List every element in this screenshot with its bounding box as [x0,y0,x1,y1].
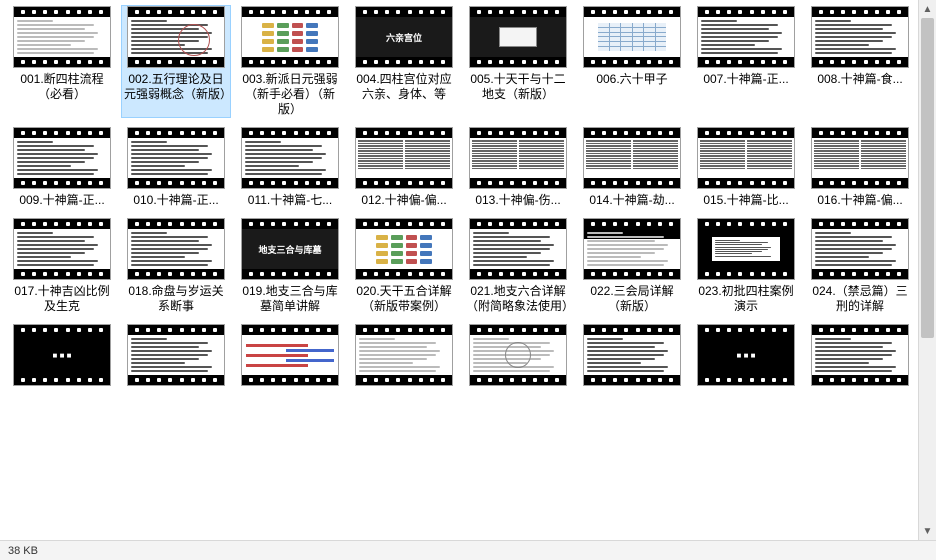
file-label: 019.地支三合与库墓简单讲解 [238,284,342,314]
file-label: 002.五行理论及日元强弱概念（新版） [124,72,228,102]
file-item[interactable]: 024.（禁忌篇）三刑的详解 [806,218,914,314]
video-thumbnail[interactable] [241,6,339,68]
file-item[interactable]: 017.十神吉凶比例及生克 [8,218,116,314]
video-thumbnail[interactable] [583,6,681,68]
file-label: 012.十神偏-偏... [352,193,456,208]
video-thumbnail[interactable]: ■ ■ ■ [697,324,795,386]
file-label: 024.（禁忌篇）三刑的详解 [808,284,912,314]
video-thumbnail[interactable] [697,127,795,189]
file-item[interactable] [236,324,344,390]
file-label: 014.十神篇-劫... [580,193,684,208]
scroll-thumb[interactable] [921,18,934,338]
file-label: 001.断四柱流程（必看） [10,72,114,102]
video-thumbnail[interactable] [811,218,909,280]
file-label: 022.三会局详解（新版） [580,284,684,314]
file-item[interactable]: 016.十神篇-偏... [806,127,914,208]
scroll-track[interactable] [919,18,936,522]
file-item[interactable] [578,324,686,390]
file-item[interactable]: 六亲宫位 004.四柱宫位对应六亲、身体、等 [350,6,458,117]
vertical-scrollbar[interactable]: ▲ ▼ [918,0,936,540]
status-size: 38 KB [8,545,38,557]
video-thumbnail[interactable] [469,324,567,386]
file-item[interactable]: 011.十神篇-七... [236,127,344,208]
video-thumbnail[interactable] [811,6,909,68]
file-label: 010.十神篇-正... [124,193,228,208]
file-item[interactable]: 023.初批四柱案例演示 [692,218,800,314]
file-item[interactable]: 013.十神偏-伤... [464,127,572,208]
file-item[interactable]: 021.地支六合详解（附简略象法使用） [464,218,572,314]
file-item[interactable]: 020.天干五合详解（新版带案例） [350,218,458,314]
file-item[interactable]: 地支三合与库墓 019.地支三合与库墓简单讲解 [236,218,344,314]
file-item[interactable]: ■ ■ ■ [8,324,116,390]
file-item[interactable]: 010.十神篇-正... [122,127,230,208]
file-item[interactable]: 022.三会局详解（新版） [578,218,686,314]
file-item[interactable]: 005.十天干与十二地支（新版） [464,6,572,117]
video-thumbnail[interactable] [469,6,567,68]
video-thumbnail[interactable]: 地支三合与库墓 [241,218,339,280]
file-label: 011.十神篇-七... [238,193,342,208]
video-thumbnail[interactable] [583,218,681,280]
file-item[interactable] [122,324,230,390]
file-label: 017.十神吉凶比例及生克 [10,284,114,314]
file-label: 003.新派日元强弱（新手必看）（新版） [238,72,342,117]
video-thumbnail[interactable] [241,324,339,386]
thumbnails-grid: 001.断四柱流程（必看） 002.五行理论及日元强弱概念（新版） 003.新派日元… [8,6,914,390]
file-item[interactable] [806,324,914,390]
file-item[interactable]: 018.命盘与岁运关系断事 [122,218,230,314]
file-item[interactable]: 014.十神篇-劫... [578,127,686,208]
video-thumbnail[interactable] [697,6,795,68]
file-label: 008.十神篇-食... [808,72,912,87]
video-thumbnail[interactable] [583,324,681,386]
file-thumbnails-pane[interactable]: 001.断四柱流程（必看） 002.五行理论及日元强弱概念（新版） 003.新派日元… [0,0,918,540]
video-thumbnail[interactable] [127,127,225,189]
video-thumbnail[interactable] [811,324,909,386]
file-label: 023.初批四柱案例演示 [694,284,798,314]
video-thumbnail[interactable] [13,127,111,189]
video-thumbnail[interactable] [811,127,909,189]
video-thumbnail[interactable] [469,127,567,189]
video-thumbnail[interactable] [355,127,453,189]
file-item[interactable]: 015.十神篇-比... [692,127,800,208]
file-label: 016.十神篇-偏... [808,193,912,208]
file-label: 004.四柱宫位对应六亲、身体、等 [352,72,456,102]
video-thumbnail[interactable] [697,218,795,280]
file-label: 013.十神偏-伤... [466,193,570,208]
file-item[interactable]: 009.十神篇-正... [8,127,116,208]
file-item[interactable]: 007.十神篇-正... [692,6,800,117]
file-item[interactable]: ■ ■ ■ [692,324,800,390]
video-thumbnail[interactable]: 六亲宫位 [355,6,453,68]
video-thumbnail[interactable] [241,127,339,189]
video-thumbnail[interactable] [127,218,225,280]
scroll-down-button[interactable]: ▼ [919,522,936,540]
file-item[interactable]: 003.新派日元强弱（新手必看）（新版） [236,6,344,117]
video-thumbnail[interactable] [355,324,453,386]
file-label: 021.地支六合详解（附简略象法使用） [466,284,570,314]
file-label: 009.十神篇-正... [10,193,114,208]
video-thumbnail[interactable] [13,218,111,280]
file-item[interactable] [350,324,458,390]
file-item[interactable]: 002.五行理论及日元强弱概念（新版） [122,6,230,117]
file-label: 018.命盘与岁运关系断事 [124,284,228,314]
video-thumbnail[interactable] [127,6,225,68]
video-thumbnail[interactable] [583,127,681,189]
file-item[interactable]: 001.断四柱流程（必看） [8,6,116,117]
file-item[interactable] [464,324,572,390]
file-item[interactable]: 012.十神偏-偏... [350,127,458,208]
video-thumbnail[interactable] [127,324,225,386]
video-thumbnail[interactable] [13,6,111,68]
status-bar: 38 KB [0,540,936,560]
video-thumbnail[interactable] [469,218,567,280]
video-thumbnail[interactable]: ■ ■ ■ [13,324,111,386]
file-item[interactable]: 006.六十甲子 [578,6,686,117]
file-label: 006.六十甲子 [580,72,684,87]
file-label: 020.天干五合详解（新版带案例） [352,284,456,314]
video-thumbnail[interactable] [355,218,453,280]
file-label: 015.十神篇-比... [694,193,798,208]
scroll-up-button[interactable]: ▲ [919,0,936,18]
file-item[interactable]: 008.十神篇-食... [806,6,914,117]
file-label: 007.十神篇-正... [694,72,798,87]
file-label: 005.十天干与十二地支（新版） [466,72,570,102]
